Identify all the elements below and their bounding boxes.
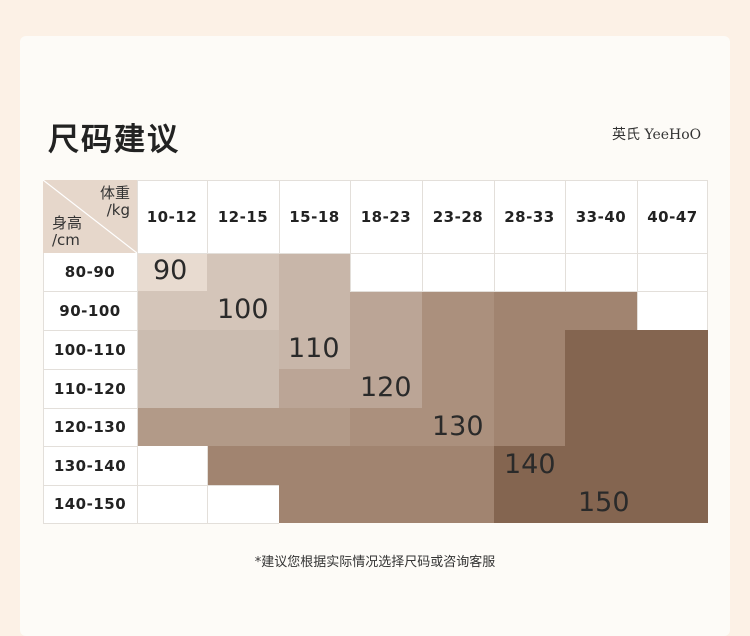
size-label-120: 120	[360, 372, 412, 403]
region-size-110	[137, 330, 279, 408]
row-header: 120-130	[53, 418, 127, 436]
height-header: 身高 /cm	[52, 215, 82, 249]
size-label-130: 130	[432, 411, 484, 442]
region-size-140	[494, 291, 565, 446]
row-header: 140-150	[53, 495, 127, 513]
column-header: 10-12	[146, 207, 198, 226]
page-title: 尺码建议	[48, 122, 180, 158]
region-size-130	[422, 291, 494, 446]
region-size-100	[137, 291, 207, 330]
brand-logo: 英氏 YeeHoO	[612, 127, 702, 143]
height-unit: /cm	[52, 231, 80, 249]
row-header: 90-100	[59, 301, 121, 320]
region-size-140	[565, 291, 637, 330]
region-size-110	[279, 253, 350, 369]
size-label-100: 100	[217, 294, 269, 325]
column-header: 15-18	[289, 207, 340, 226]
column-header: 33-40	[575, 207, 627, 226]
row-header: 110-120	[53, 379, 127, 398]
size-label-90: 90	[153, 255, 188, 286]
region-size-150	[565, 330, 708, 485]
region-size-120	[350, 291, 422, 408]
region-size-120	[279, 408, 350, 446]
size-label-110: 110	[288, 333, 340, 364]
column-header: 28-33	[504, 207, 555, 226]
weight-header: 体重 /kg	[100, 185, 130, 219]
diagonal-divider	[43, 180, 137, 253]
height-label: 身高	[52, 214, 83, 232]
region-size-150	[279, 485, 494, 523]
region-size-150	[494, 446, 565, 485]
size-chart: 体重 /kg 身高 /cm 10-12 12-15 15-18 18-23 23…	[43, 180, 708, 524]
region-size-120	[207, 408, 279, 446]
column-header: 23-28	[432, 207, 484, 226]
region-size-130	[350, 408, 422, 446]
region-size-140	[207, 446, 494, 485]
corner-header: 体重 /kg 身高 /cm	[43, 180, 137, 253]
footnote: *建议您根据实际情况选择尺码或咨询客服	[254, 555, 496, 570]
row-header: 80-90	[64, 263, 116, 281]
row-header: 100-110	[53, 340, 127, 359]
weight-label: 体重	[99, 184, 130, 202]
row-header: 130-140	[53, 456, 127, 475]
size-label-150: 150	[578, 487, 630, 518]
weight-unit: /kg	[106, 201, 130, 219]
region-size-90	[137, 253, 207, 291]
size-label-140: 140	[504, 449, 556, 480]
column-header: 12-15	[217, 207, 269, 226]
column-header: 18-23	[360, 207, 412, 226]
column-header: 40-47	[647, 207, 698, 226]
region-size-150	[494, 485, 708, 523]
region-size-120	[279, 369, 350, 408]
region-size-100	[207, 253, 279, 330]
